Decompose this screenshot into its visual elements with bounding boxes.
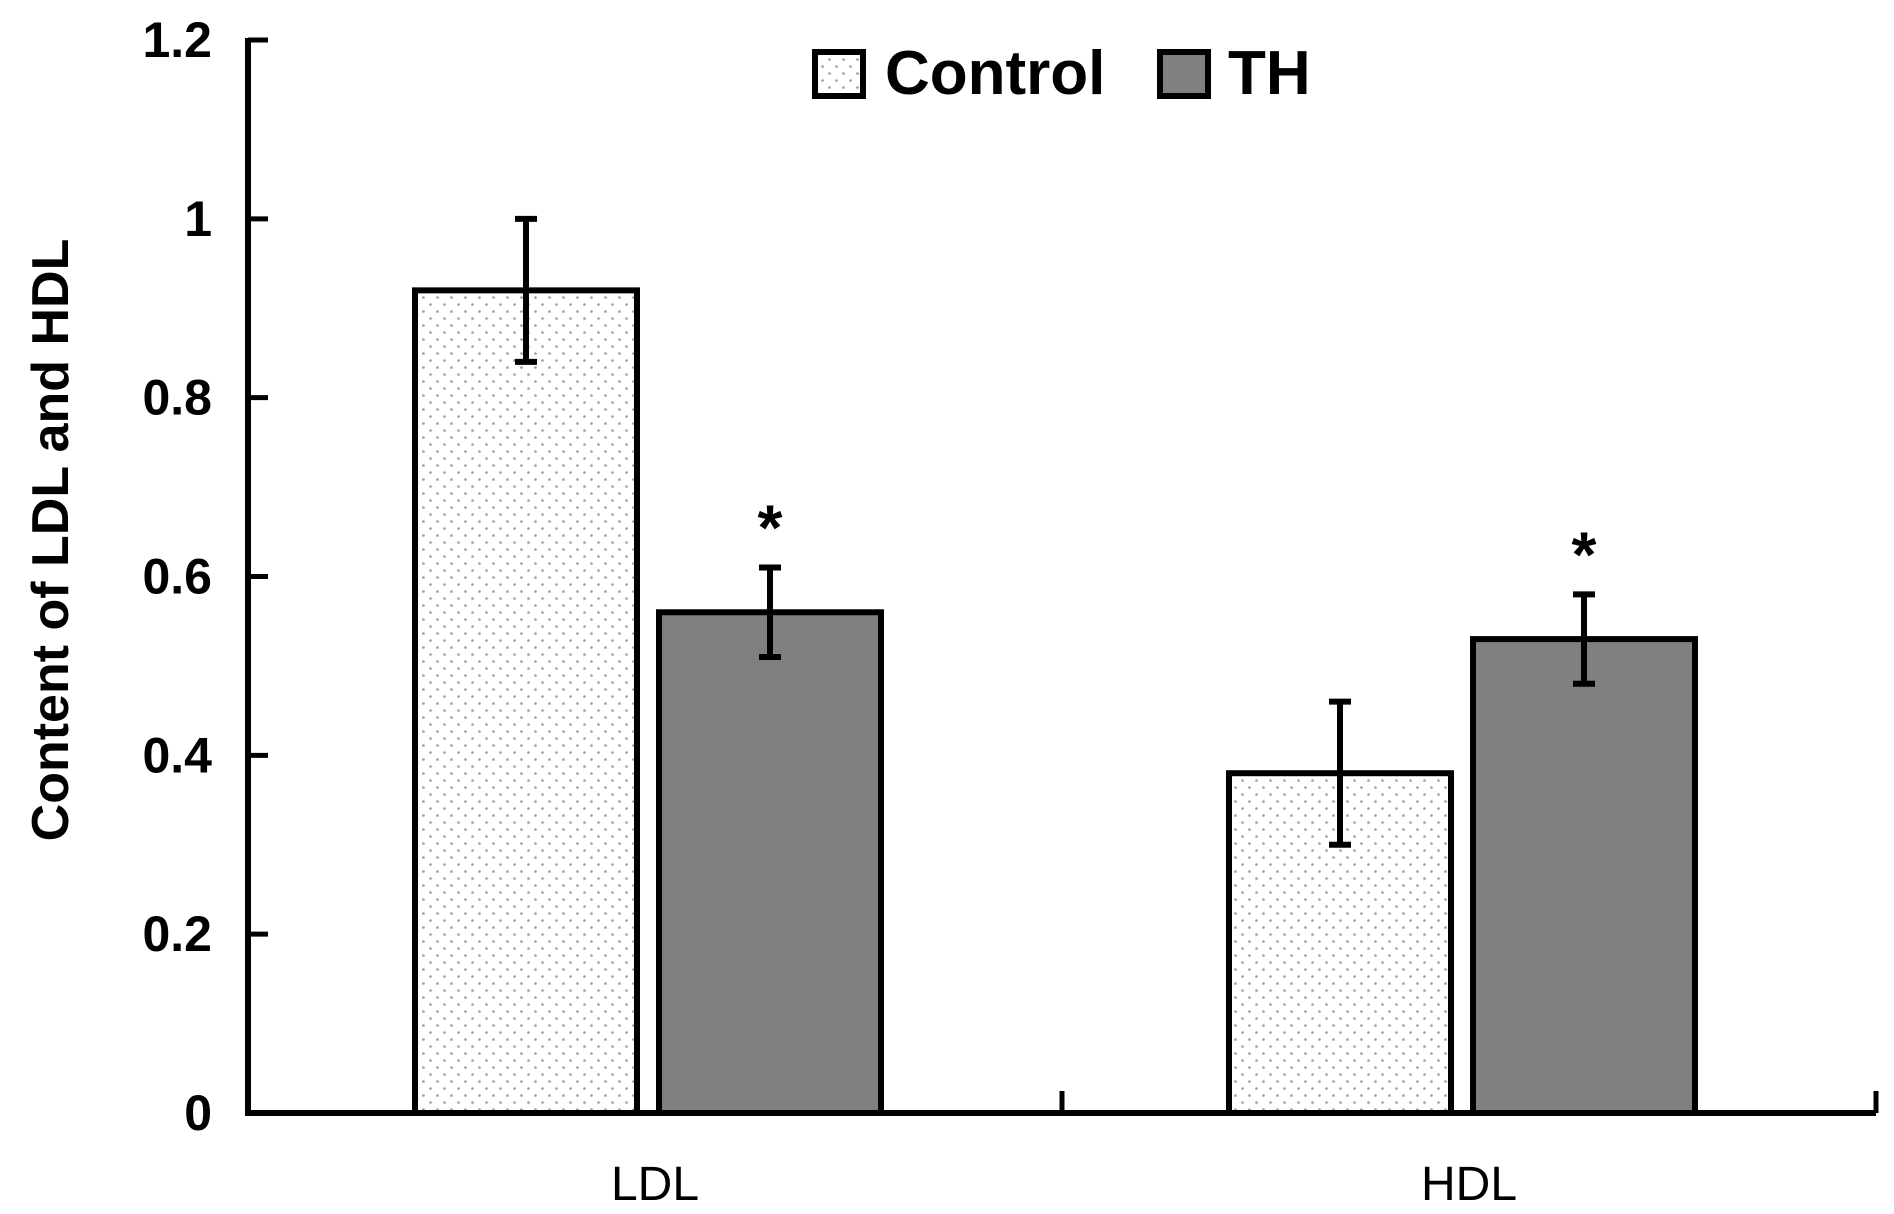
bars: * * xyxy=(412,215,1698,1117)
bar-control-ldl xyxy=(412,287,640,1117)
significance-marker: * xyxy=(1572,518,1597,590)
legend-label-th: TH xyxy=(1228,39,1311,108)
y-tick-label: 1.2 xyxy=(142,12,212,68)
x-tick-label: HDL xyxy=(1421,1158,1517,1209)
y-tick-label: 0.8 xyxy=(142,370,212,426)
x-tick-label: LDL xyxy=(611,1158,699,1209)
y-tick-label: 1 xyxy=(184,191,212,247)
y-tick-label: 0.4 xyxy=(142,727,212,783)
legend-label-control: Control xyxy=(885,39,1105,108)
y-tick-label: 0.6 xyxy=(142,549,212,605)
significance-marker: * xyxy=(758,492,783,564)
bar-th-hdl xyxy=(1470,636,1698,1116)
y-tick-label: 0.2 xyxy=(142,906,212,962)
bar-th-ldl xyxy=(656,609,884,1116)
y-axis-label: Content of LDL and HDL xyxy=(22,239,80,842)
y-tick-label: 0 xyxy=(184,1085,212,1141)
legend-swatch-control xyxy=(812,49,866,99)
legend-swatch-th xyxy=(1157,49,1211,99)
legend: Control TH xyxy=(812,39,1311,108)
